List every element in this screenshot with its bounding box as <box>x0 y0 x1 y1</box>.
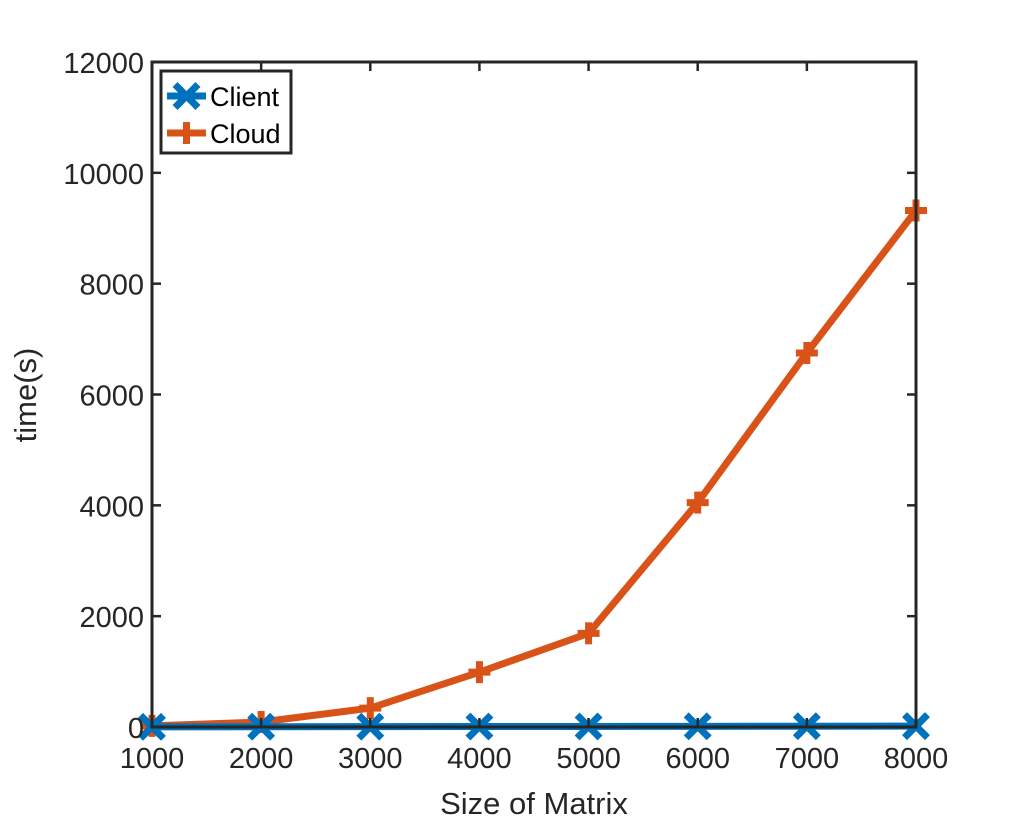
plot-background <box>152 62 916 727</box>
legend-items: Client Cloud <box>167 82 281 149</box>
data-point-cloud <box>795 341 818 364</box>
data-point-cloud <box>468 661 491 684</box>
y-tick-label: 0 <box>128 713 144 745</box>
axes-layer: 1000 2000 3000 4000 5000 6000 7000 8000 0 2000 400… <box>63 48 948 775</box>
x-tick-label: 5000 <box>556 743 621 775</box>
x-axis-title: Size of Matrix <box>440 786 628 821</box>
data-point-cloud <box>359 697 382 720</box>
legend-item-cloud: Cloud <box>167 119 281 149</box>
legend: Client Cloud <box>159 69 293 155</box>
legend-label-client: Client <box>210 82 280 112</box>
x-tick-label: 2000 <box>229 743 294 775</box>
data-point-cloud <box>686 491 709 514</box>
legend-marker-client <box>172 82 201 110</box>
legend-label-cloud: Cloud <box>210 119 281 149</box>
legend-item-client: Client <box>167 82 280 112</box>
x-tick-label: 7000 <box>775 743 840 775</box>
y-tick-label: 6000 <box>79 381 144 413</box>
y-tick-label: 10000 <box>63 159 144 191</box>
y-tick-label: 2000 <box>79 602 144 634</box>
series-line-cloud <box>148 207 920 730</box>
y-tick-label: 4000 <box>79 491 144 523</box>
x-tick-label: 1000 <box>120 743 185 775</box>
y-tick-label: 12000 <box>63 48 144 80</box>
x-tick-label: 4000 <box>447 743 512 775</box>
y-tick-label: 8000 <box>79 270 144 302</box>
legend-marker-cloud <box>175 122 198 144</box>
data-point-cloud <box>577 622 600 645</box>
plot-area <box>152 62 916 727</box>
x-tick-label: 6000 <box>665 743 730 775</box>
legend-box <box>159 69 293 155</box>
y-axis-title: time(s) <box>8 348 43 443</box>
x-tick-label: 3000 <box>338 743 403 775</box>
x-tick-label: 8000 <box>884 743 949 775</box>
